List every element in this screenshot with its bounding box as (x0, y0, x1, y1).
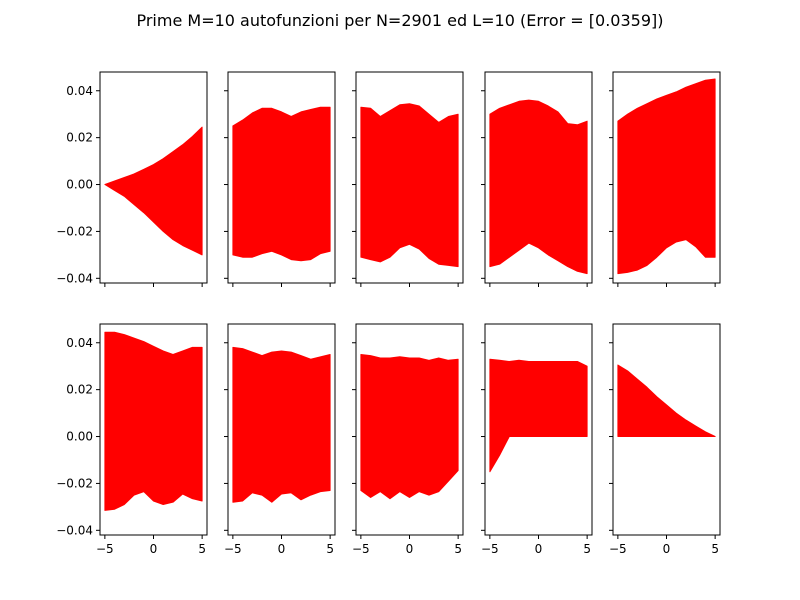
subplot-3 (352, 71, 464, 287)
subplot-7: −5 0 5 (224, 323, 336, 556)
eigenfunction-fill-9 (489, 358, 588, 473)
eigenfunction-fill-2 (232, 106, 331, 262)
figure-title: Prime M=10 autofunzioni per N=2901 ed L=… (136, 11, 663, 30)
x-tick-label: 5 (454, 542, 462, 556)
eigenfunction-fill-6 (104, 331, 203, 511)
x-tick-label: 0 (150, 542, 158, 556)
y-tick-label: 0.02 (66, 383, 93, 397)
x-tick-label: 5 (583, 542, 591, 556)
subplot-1: 0.04 0.02 0.00 −0.02 −0.04 (56, 71, 208, 287)
y-tick-label: 0.02 (66, 131, 93, 145)
subplot-grid: 0.04 0.02 0.00 −0.02 −0.04 0.04 0.02 0.00 −0.02 −… (56, 71, 721, 556)
x-tick-label: −5 (352, 542, 370, 556)
eigenfunction-fill-5 (617, 78, 716, 275)
x-tick-label: 0 (406, 542, 414, 556)
eigenfunction-fill-1 (104, 126, 203, 256)
x-tick-label: 0 (535, 542, 543, 556)
eigenfunction-fill-4 (489, 99, 588, 275)
y-tick-label: 0.00 (66, 178, 93, 192)
eigenfunction-fill-10 (617, 364, 716, 437)
eigenfunction-fill-8 (360, 354, 459, 500)
x-tick-label: 5 (198, 542, 206, 556)
x-tick-label: 0 (663, 542, 671, 556)
y-tick-label: 0.04 (66, 84, 93, 98)
x-tick-label: 5 (326, 542, 334, 556)
subplot-10: −5 0 5 (609, 323, 721, 556)
x-tick-label: −5 (224, 542, 242, 556)
x-tick-label: 0 (278, 542, 286, 556)
y-tick-label: −0.04 (56, 523, 93, 537)
subplot-4 (481, 71, 593, 287)
subplot-6: 0.04 0.02 0.00 −0.02 −0.04−5 0 5 (56, 323, 208, 556)
subplot-2 (224, 71, 336, 287)
x-tick-label: 5 (711, 542, 719, 556)
x-tick-label: −5 (96, 542, 114, 556)
y-tick-label: −0.04 (56, 271, 93, 285)
eigenfunction-fill-3 (360, 103, 459, 268)
y-tick-label: 0.04 (66, 336, 93, 350)
subplot-8: −5 0 5 (352, 323, 464, 556)
y-tick-label: −0.02 (56, 476, 93, 490)
subplot-5 (609, 71, 721, 287)
y-tick-label: −0.02 (56, 224, 93, 238)
eigenfunction-fill-7 (232, 346, 331, 503)
subplot-9: −5 0 5 (481, 323, 593, 556)
x-tick-label: −5 (609, 542, 627, 556)
x-tick-label: −5 (481, 542, 499, 556)
y-tick-label: 0.00 (66, 430, 93, 444)
